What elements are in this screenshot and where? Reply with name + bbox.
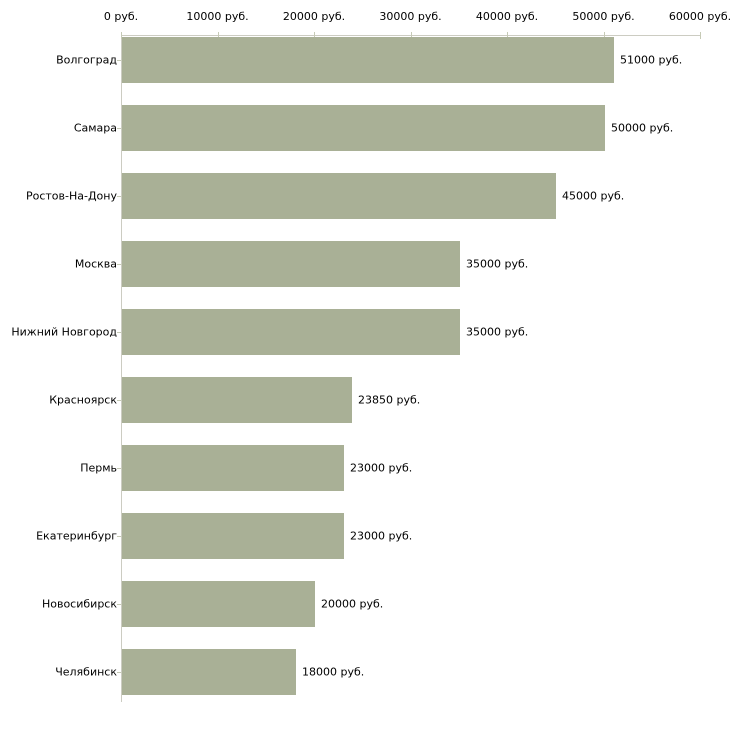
y-axis-tick-mark (117, 264, 121, 265)
value-label: 35000 руб. (466, 325, 529, 339)
y-axis-tick-mark (117, 672, 121, 673)
bar-segment (122, 581, 315, 627)
bar-segment (122, 649, 296, 695)
bar-segment (122, 241, 460, 287)
y-axis-line (121, 35, 122, 702)
y-axis-tick-mark (117, 128, 121, 129)
y-axis-tick-mark (117, 400, 121, 401)
category-label: Пермь (80, 461, 117, 475)
y-axis-tick-mark (117, 196, 121, 197)
x-axis-tick-label: 20000 руб. (282, 10, 346, 23)
value-label: 35000 руб. (466, 257, 529, 271)
category-label: Екатеринбург (36, 529, 117, 543)
x-axis-tick-label: 0 руб. (103, 10, 139, 23)
y-axis-tick-mark (117, 332, 121, 333)
value-label: 45000 руб. (562, 189, 625, 203)
bar-segment (122, 377, 352, 423)
category-label: Москва (74, 257, 117, 271)
category-label: Челябинск (55, 665, 117, 679)
y-axis-tick-mark (117, 536, 121, 537)
bar-segment (122, 105, 605, 151)
category-label: Нижний Новгород (11, 325, 117, 339)
bar-segment (122, 445, 344, 491)
x-axis-tick-mark (314, 32, 315, 39)
x-axis-tick-mark (700, 32, 701, 39)
bar-segment (122, 173, 556, 219)
x-axis-tick-label: 40000 руб. (475, 10, 539, 23)
category-label: Новосибирск (41, 597, 117, 611)
x-axis-tick-label: 30000 руб. (379, 10, 442, 23)
x-axis-tick-mark (217, 32, 219, 39)
x-axis-tick-label: 50000 руб. (572, 10, 635, 23)
bar-segment (122, 513, 344, 559)
value-label: 23000 руб. (350, 461, 413, 475)
value-label: 23850 руб. (358, 393, 421, 407)
category-label: Волгоград (56, 53, 117, 67)
category-label: Ростов-На-Дону (25, 189, 117, 203)
value-label: 51000 руб. (620, 53, 683, 67)
x-axis-tick-mark (603, 32, 605, 39)
bar-segment (122, 309, 460, 355)
x-axis-tick-mark (507, 32, 508, 39)
x-axis-tick-label: 10000 руб. (186, 10, 249, 23)
y-axis-tick-mark (117, 468, 121, 469)
value-label: 50000 руб. (611, 121, 674, 135)
y-axis-tick-mark (117, 604, 121, 605)
value-label: 20000 руб. (321, 597, 384, 611)
value-label: 23000 руб. (350, 529, 413, 543)
x-axis-tick-mark (121, 32, 122, 39)
y-axis-tick-mark (117, 60, 121, 61)
x-axis-tick-label: 60000 руб. (668, 10, 730, 23)
category-label: Самара (73, 121, 117, 135)
category-label: Красноярск (49, 393, 117, 407)
value-label: 18000 руб. (302, 665, 365, 679)
bar-segment (122, 37, 614, 83)
x-axis-tick-mark (410, 32, 412, 39)
